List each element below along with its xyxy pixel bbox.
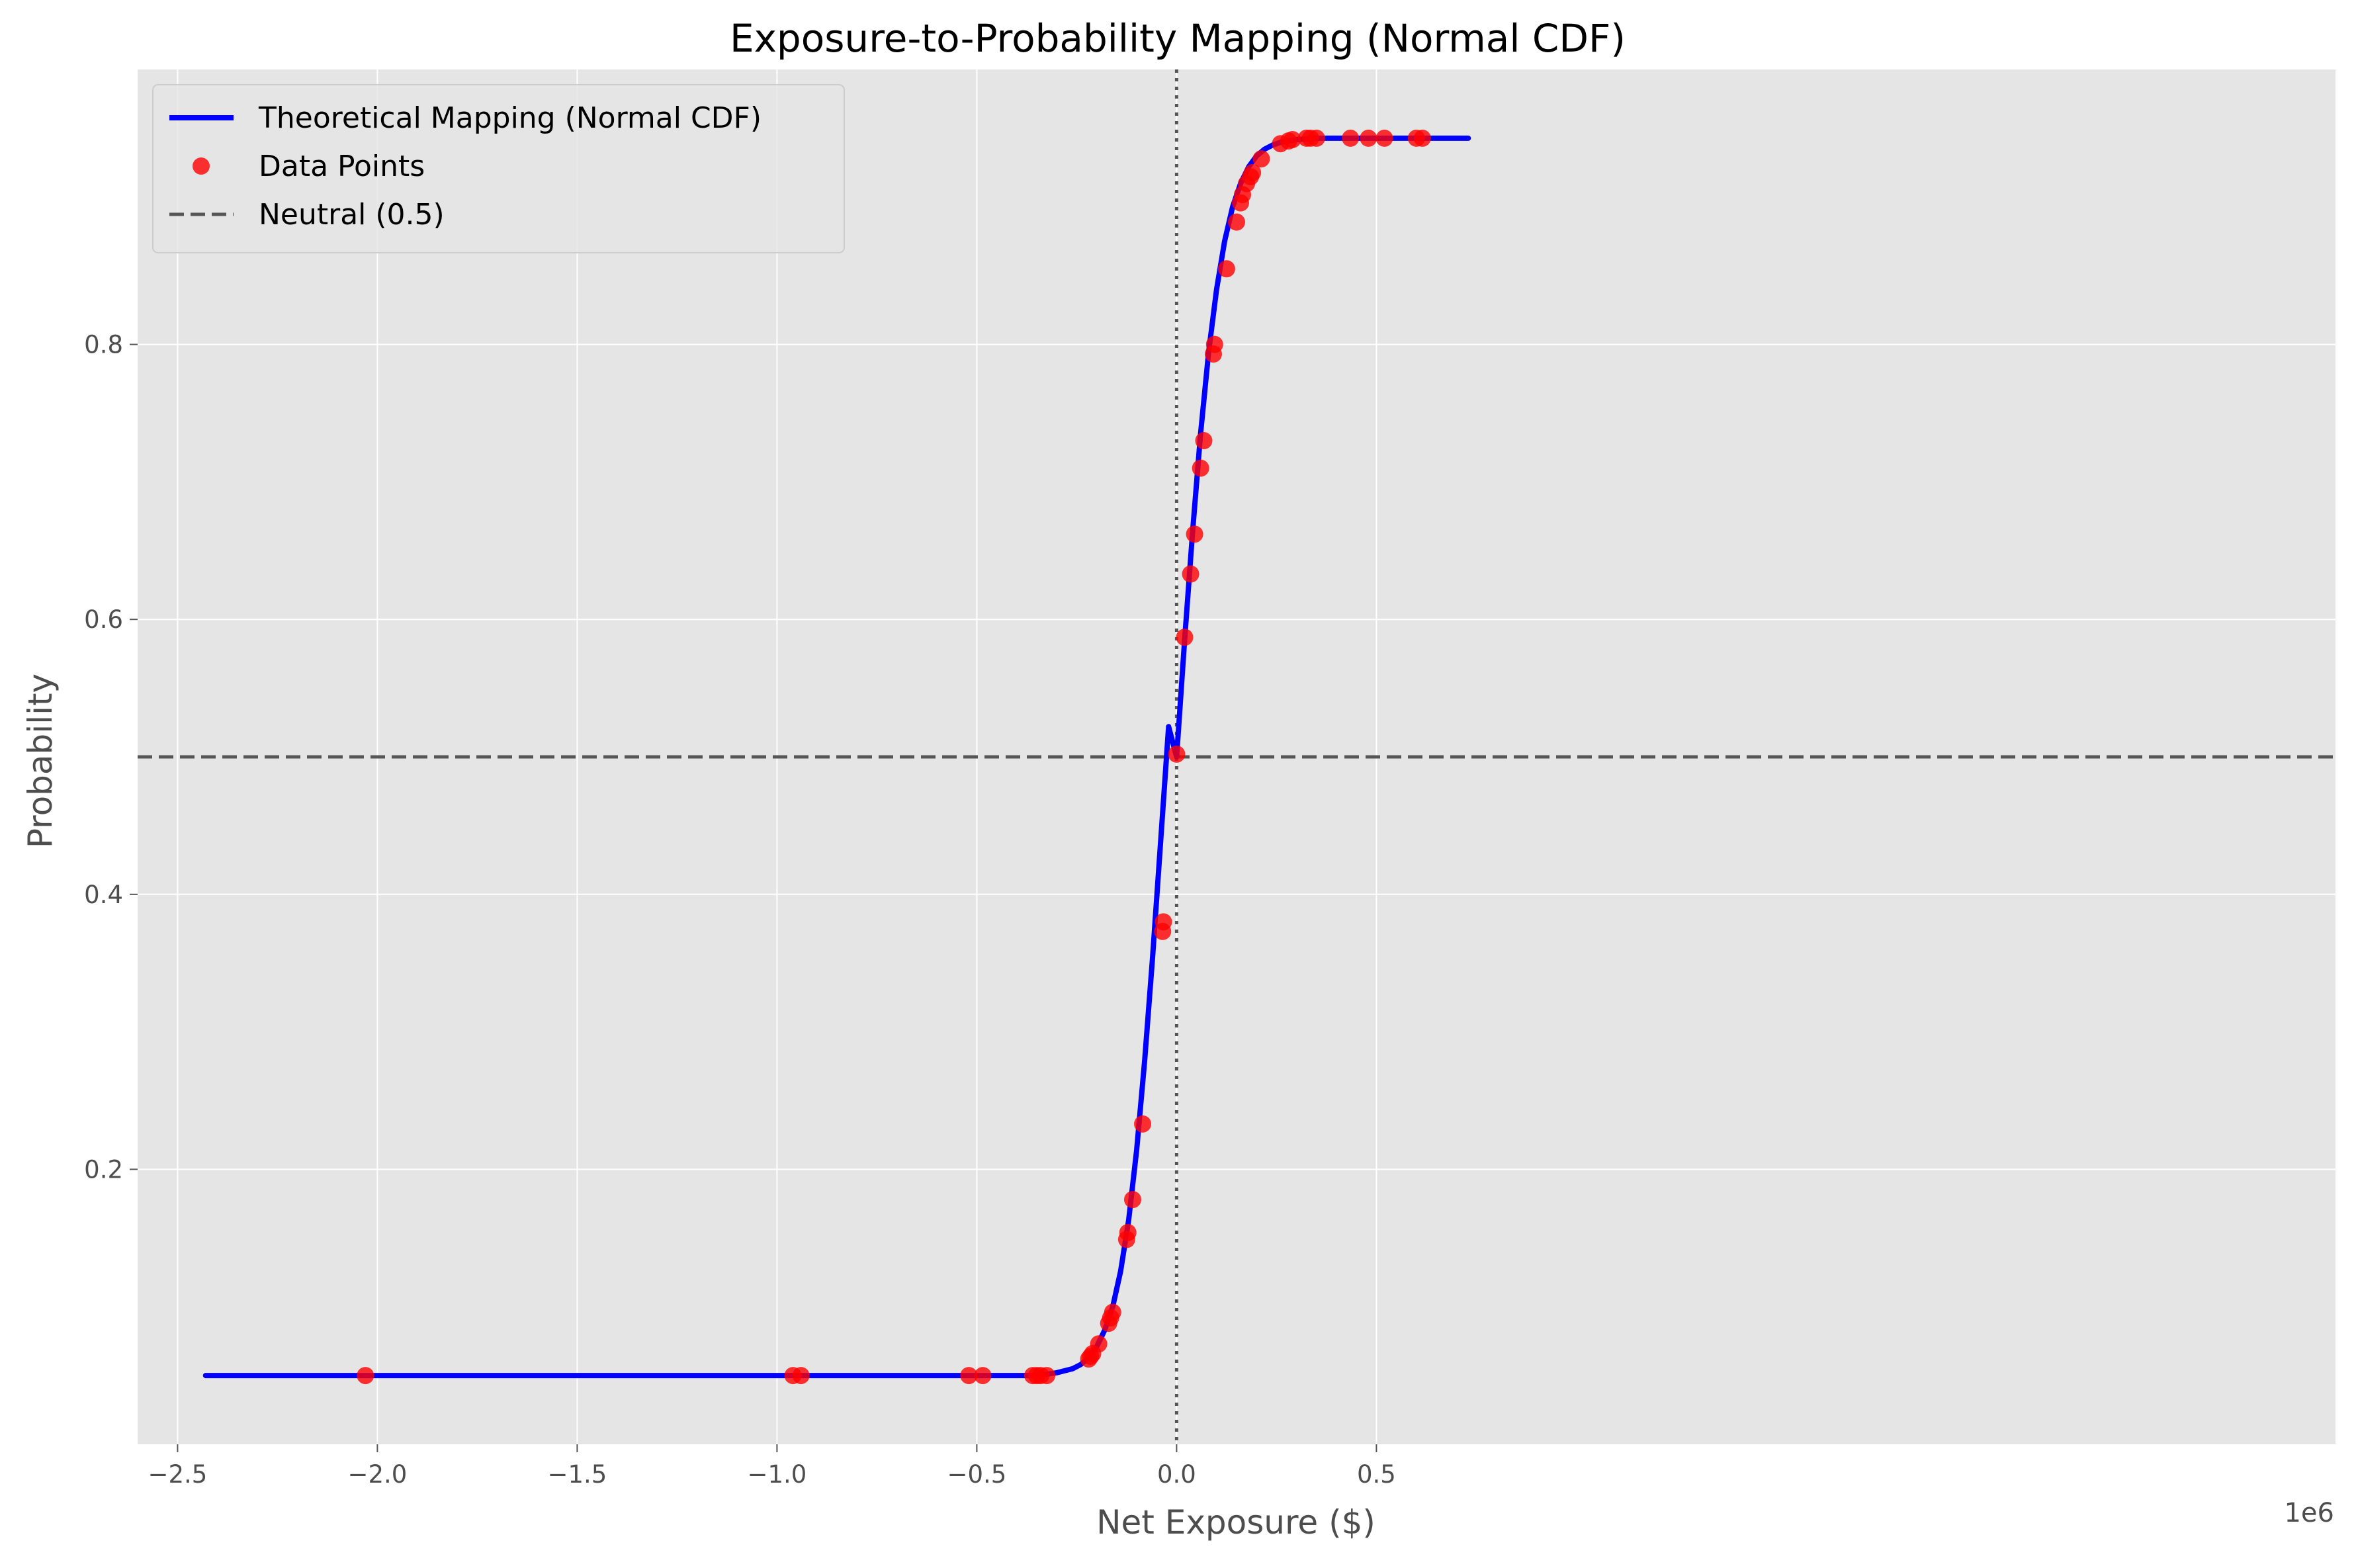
x-tick-label: 0.5 [1357, 1460, 1396, 1489]
data-point [1195, 432, 1213, 450]
chart-title: Exposure-to-Probability Mapping (Normal … [730, 16, 1626, 61]
data-point [1176, 629, 1194, 646]
data-point [1119, 1223, 1137, 1241]
y-axis-ticks: 0.2 0.4 0.6 0.8 [84, 331, 138, 1184]
data-point [1168, 745, 1186, 763]
y-tick-label: 0.6 [84, 605, 123, 634]
data-point [1155, 913, 1172, 931]
data-point [1186, 525, 1203, 543]
data-point [974, 1367, 992, 1385]
data-point [1090, 1335, 1108, 1353]
data-point [1252, 150, 1270, 168]
data-point [1217, 260, 1235, 278]
series-lines [202, 135, 1471, 1379]
data-point [792, 1367, 810, 1385]
y-tick-label: 0.4 [84, 881, 123, 909]
data-point [960, 1367, 978, 1385]
legend-label: Data Points [259, 150, 425, 183]
x-axis-offset-label: 1e6 [2284, 1498, 2334, 1528]
data-point [1244, 163, 1262, 181]
x-tick-label: −1.0 [747, 1460, 807, 1489]
data-point [1375, 129, 1393, 147]
data-point [1284, 130, 1301, 148]
data-point [1192, 459, 1209, 477]
y-tick-label: 0.2 [84, 1155, 123, 1184]
y-tick-label: 0.8 [84, 331, 123, 359]
data-point [1038, 1367, 1056, 1385]
x-tick-label: 0.0 [1157, 1460, 1196, 1489]
data-point [1205, 335, 1223, 353]
data-point [357, 1367, 374, 1385]
legend-box [152, 84, 845, 253]
data-point [1182, 565, 1200, 583]
x-axis-label: Net Exposure ($) [1096, 1503, 1375, 1542]
normal-cdf-line [202, 135, 1471, 1379]
data-point [1413, 129, 1431, 147]
data-point [1228, 213, 1245, 231]
legend-swatch-point [193, 157, 210, 175]
reference-lines [138, 69, 2335, 1444]
x-tick-label: −2.0 [347, 1460, 407, 1489]
legend-label: Neutral (0.5) [259, 198, 445, 232]
x-tick-label: −1.5 [547, 1460, 607, 1489]
x-axis-ticks: −2.5 −2.0 −1.5 −1.0 −0.5 0.0 0.5 [148, 1444, 1396, 1489]
data-point [1123, 1191, 1141, 1209]
data-point [1104, 1303, 1121, 1321]
legend: Theoretical Mapping (Normal CDF) Data Poi… [152, 84, 845, 253]
data-point [1360, 129, 1377, 147]
legend-label: Theoretical Mapping (Normal CDF) [258, 101, 762, 135]
data-point [1134, 1115, 1152, 1133]
data-point [1342, 129, 1360, 147]
x-tick-label: −0.5 [947, 1460, 1006, 1489]
data-point [1307, 129, 1325, 147]
y-axis-label: Probability [21, 674, 60, 848]
scatter-points [357, 129, 1431, 1385]
x-tick-label: −2.5 [148, 1460, 207, 1489]
